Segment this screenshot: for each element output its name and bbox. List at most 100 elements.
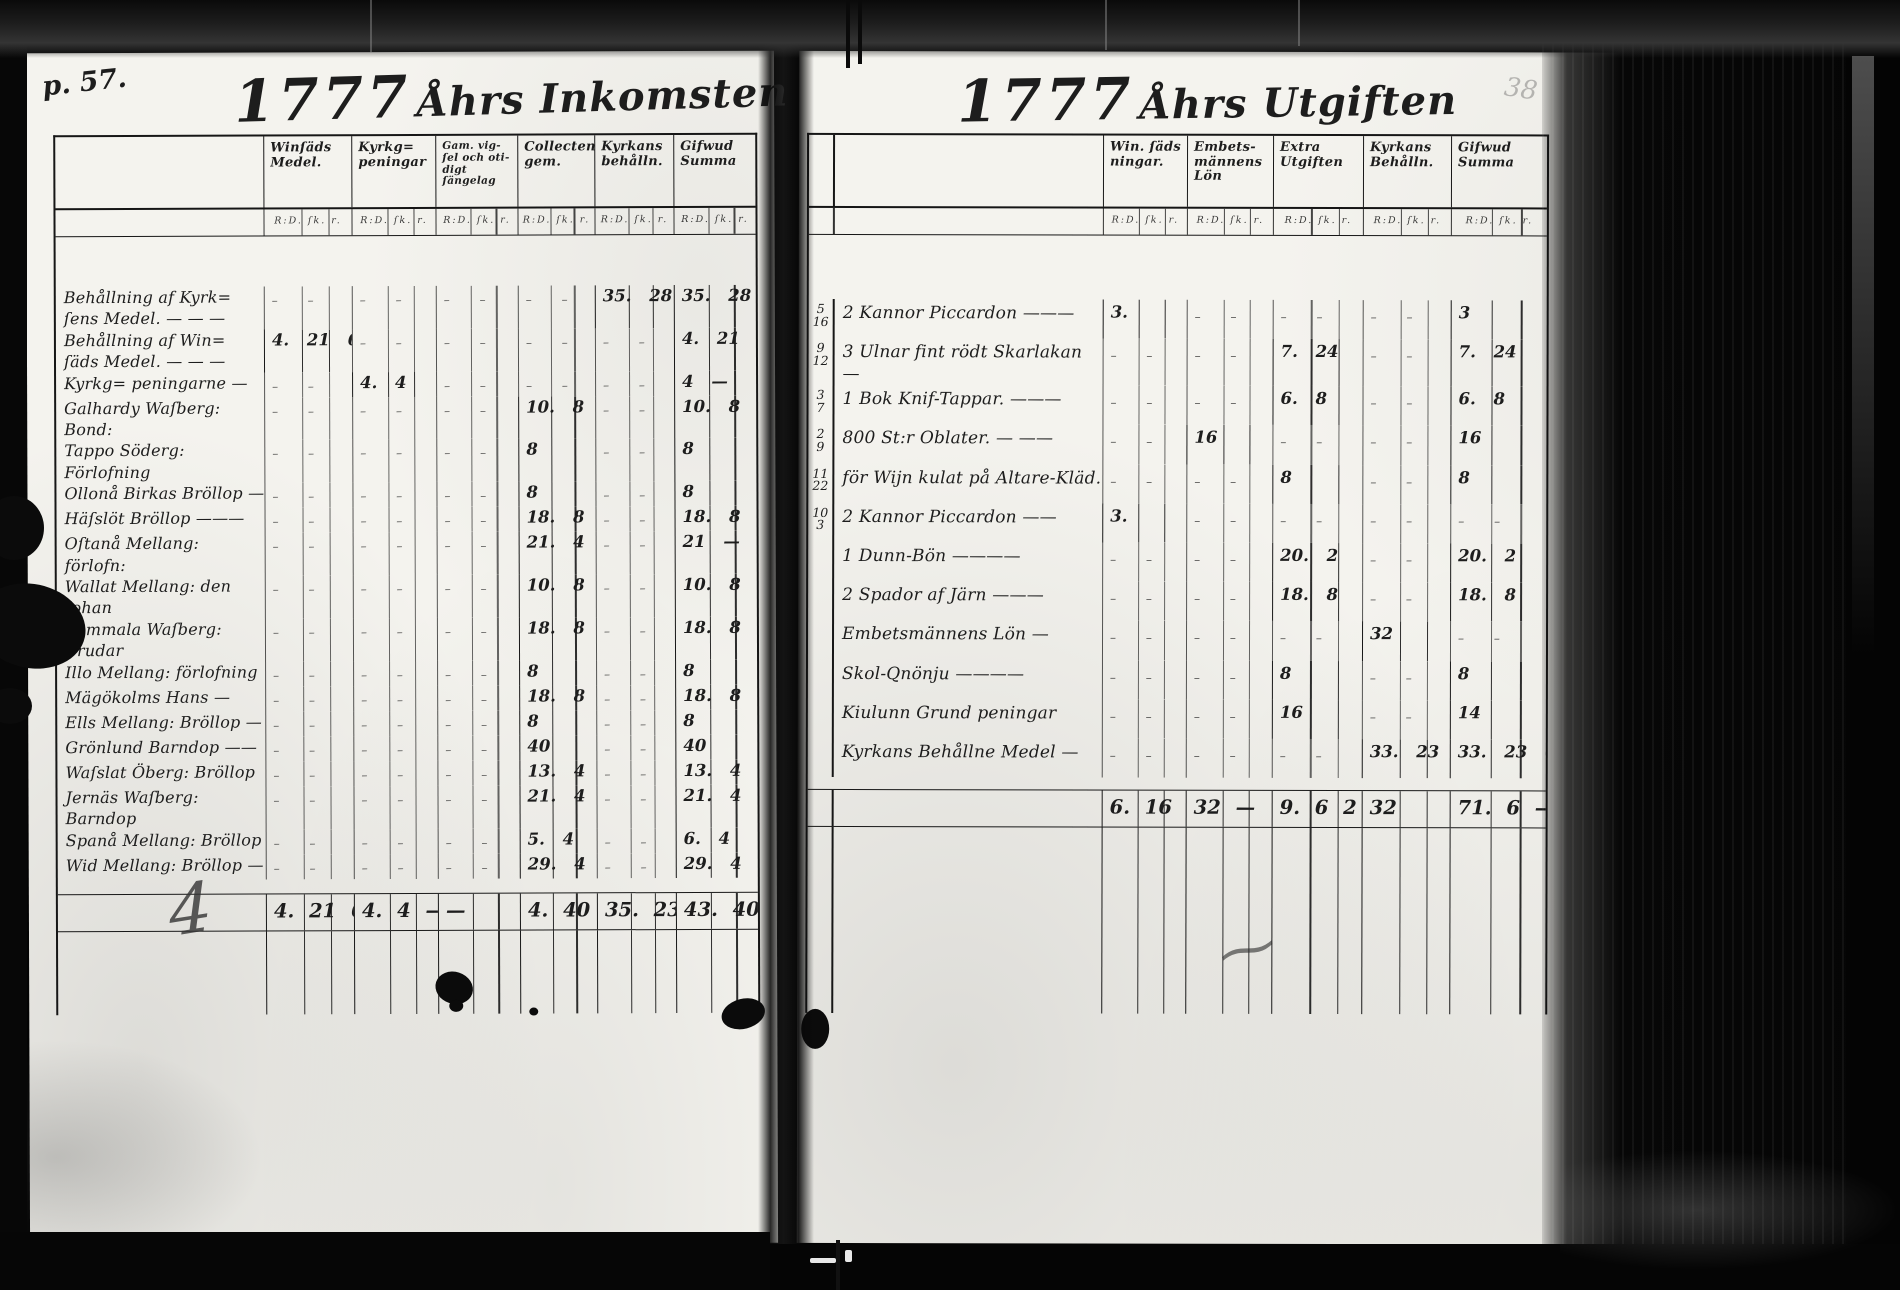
cell-behallning: – – [596, 659, 676, 686]
units-label: R:D. ſk. r. [351, 208, 436, 236]
sum-summa: 71. 6 — [1449, 791, 1546, 828]
cell-vigsel: – – [436, 371, 519, 397]
cell-collecten: 21. 4 [519, 785, 597, 829]
cell-winsads: – – [265, 760, 354, 787]
ruled-extension [807, 826, 1546, 1015]
cell-embetslon: 16 [1186, 425, 1273, 465]
ext-col [1449, 828, 1546, 1015]
cell-embetslon: – – [1186, 338, 1273, 387]
pencil-mark: 4 [166, 867, 215, 954]
ext-col [1101, 827, 1186, 1014]
row-label: Ollonå Birkas Bröllop — [64, 483, 265, 504]
cell-extra: 16 [1271, 699, 1362, 739]
film-speck [810, 1258, 836, 1263]
header-spacer [835, 135, 1103, 207]
cell-winsads: 3. [1102, 299, 1187, 339]
cell-summa: 16 [1450, 425, 1547, 466]
row-label: 800 St:r Oblater. — —— [842, 428, 1054, 449]
cell-winsads: – – [1102, 581, 1187, 622]
sum-spacer [58, 894, 266, 931]
table-row: Kyrkans Behållne Medel — – – – – – – 33.… [807, 737, 1546, 779]
cell-collecten: – – [517, 328, 596, 372]
cell-behallning: – – [1362, 543, 1451, 583]
sum-behallning: 32 [1361, 791, 1450, 828]
row-label: för Wijn kulat på Altare-Kläd. [842, 467, 1102, 489]
cell-winsads: – – [1102, 424, 1187, 465]
col-header-behallning: Kyrkans behålln. [594, 135, 674, 207]
sum-behallning: 35. 23 6 [596, 892, 676, 929]
table-row: Jernäs Waſberg: Barndop – – – – – – 21. … [57, 784, 758, 829]
cell-summa: 18. 8 [675, 684, 758, 710]
cell-winsads: 3. [1102, 503, 1187, 543]
title-text: Åhrs Inkomsten [416, 68, 790, 127]
cell-summa: 4 — [674, 370, 757, 396]
income-sum-row: 4. 21 6 4. 4 — — 4. 40 — 35. 23 6 43. 40… [57, 891, 758, 932]
table-row: Waſslat Öberg: Bröllop – – – – – – 13. 4… [57, 759, 758, 787]
table-row: Kyrkg= peningarne — – – 4. 4 – – – – – –… [56, 370, 757, 398]
sum-winsads: 4. 21 6 [265, 893, 354, 930]
row-label: Tappo Söderg: Förlofning [64, 441, 185, 483]
sum-kyrkgpeningar: 4. 4 — [353, 893, 438, 930]
cell-summa: 18. 8 [674, 506, 757, 532]
cell-summa: 8 [675, 709, 758, 735]
cell-winsads: – – [264, 618, 354, 662]
table-row: Embetsmännens Lön — – – – – – – 32 – – [807, 620, 1547, 661]
cell-winsads: – – [1101, 660, 1186, 700]
row-label: Sammala Waſberg: Brudar [64, 619, 222, 661]
table-row: Spanå Mellang: Bröllop – – – – – – 5. 4 … [58, 827, 758, 854]
cell-kyrkgpeningar: – – [351, 328, 437, 372]
cell-summa: 8 [675, 659, 758, 685]
cell-winsads: – – [264, 371, 353, 398]
cell-kyrkgpeningar: – – [353, 760, 438, 786]
cell-collecten: 8 [519, 710, 597, 736]
cell-behallning: – – [595, 531, 675, 575]
units-spacer [55, 209, 263, 236]
cell-kyrkgpeningar: – – [353, 735, 438, 761]
cell-extra: – – [1272, 425, 1363, 465]
cell-vigsel: – – [435, 285, 518, 329]
table-row: Ollonå Birkas Bröllop — – – – – – – 8 – … [56, 481, 757, 508]
cell-winsads: – – [265, 735, 354, 762]
cell-extra: 8 [1272, 464, 1363, 504]
cell-behallning: – – [595, 574, 675, 618]
row-label: Wallat Mellang: den Johan [64, 576, 232, 618]
cell-embetslon: – – [1186, 299, 1273, 340]
cell-summa: 10. 8 [674, 573, 757, 617]
row-label: 2 Spador af Järn ——— [842, 585, 1044, 606]
cell-kyrkgpeningar: – – [353, 685, 438, 711]
cell-vigsel: – – [436, 396, 519, 440]
cell-summa: 21 — [674, 531, 757, 575]
cell-summa: 35. 28 6 [673, 284, 756, 328]
table-row: Wallat Mellang: den Johan – – – – – – 10… [57, 573, 757, 619]
cell-behallning: – – [595, 370, 675, 396]
units-label: R:D. ſk. r. [1102, 208, 1187, 235]
cell-behallning: – – [1362, 339, 1451, 387]
film-splice-mark [846, 0, 850, 68]
cell-winsads: – – [264, 396, 353, 440]
row-label: Kyrkans Behållne Medel — [841, 741, 1079, 763]
cell-vigsel: – – [436, 439, 519, 483]
table-row: Wid Mellang: Bröllop — – – – – – – 29. 4… [58, 852, 758, 879]
cell-summa: 7. 24 [1450, 339, 1547, 387]
cell-summa: 8 [1449, 660, 1546, 701]
cell-behallning: – – [595, 481, 675, 507]
table-row: Tappo Söderg: Förlofning – – – – – – 8 –… [56, 438, 757, 483]
cell-vigsel: – – [435, 328, 519, 372]
cell-summa: 4. 21 6 [673, 327, 757, 371]
cell-kyrkgpeningar: – – [352, 439, 437, 483]
income-table: Winſäds Medel. Kyrkg= peningar Gam. vig-… [53, 132, 761, 1016]
cell-behallning: – – [595, 395, 675, 439]
col-header-summa: Gifwud Summa [673, 134, 756, 207]
cell-extra: – – [1272, 503, 1363, 544]
cell-kyrkgpeningar: – – [351, 285, 436, 329]
cell-collecten: 10. 8 [518, 574, 596, 618]
units-label: R:D. ſk. r. [1362, 209, 1451, 236]
cell-vigsel: – – [436, 617, 520, 661]
cell-collecten: 18. 8 [519, 685, 597, 711]
cell-vigsel: – – [437, 785, 520, 829]
table-row: Sammala Waſberg: Brudar – – – – – – 18. … [57, 616, 758, 662]
table-row: Skol-Qnönju ———— – – – – 8 – – 8 [807, 659, 1546, 701]
expenses-body: 5 16 2 Kannor Piccardon ——— 3. – – – – –… [807, 235, 1547, 779]
table-row: Ells Mellang: Bröllop — – – – – – – 8 – … [57, 709, 758, 737]
